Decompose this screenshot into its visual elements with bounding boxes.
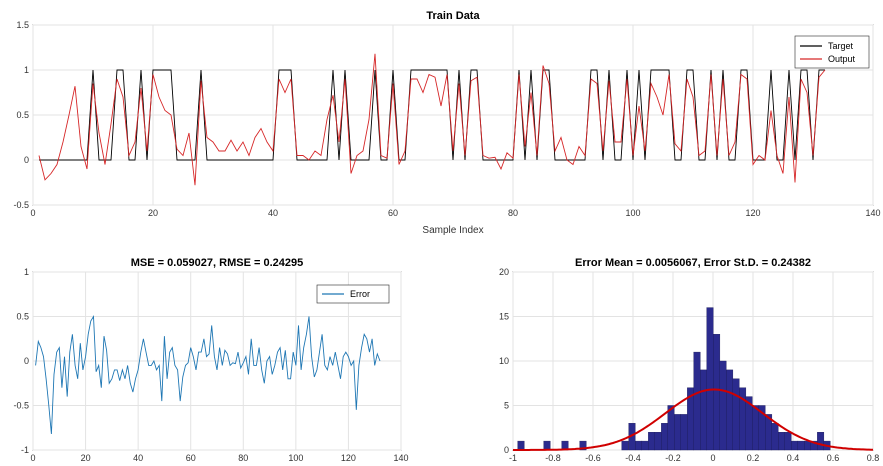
- histogram-bar: [778, 432, 786, 451]
- train-xtick-label: 80: [508, 208, 518, 218]
- legend-target-label: Target: [828, 41, 854, 51]
- error-xtick-label: 120: [341, 453, 356, 463]
- hist-xtick-label: -0.2: [665, 453, 681, 463]
- hist-ytick-label: 5: [504, 401, 509, 411]
- train-ytick-label: 1.5: [16, 20, 29, 30]
- legend-error-label: Error: [350, 289, 370, 299]
- error-xtick-label: 80: [238, 453, 248, 463]
- histogram-bar: [667, 405, 675, 451]
- train-xlabel: Sample Index: [422, 225, 483, 236]
- train-ytick-label: 0.5: [16, 110, 29, 120]
- histogram-bar: [621, 440, 629, 451]
- histogram-bar: [635, 440, 643, 451]
- histogram-bar: [661, 423, 669, 451]
- error-xtick-label: 40: [133, 453, 143, 463]
- hist-xtick-label: 0.4: [787, 453, 800, 463]
- train-xtick-label: 20: [148, 208, 158, 218]
- error-xtick-label: 140: [393, 453, 408, 463]
- histogram-bar: [752, 405, 760, 451]
- train-xtick-label: 40: [268, 208, 278, 218]
- histogram-bar: [641, 440, 649, 451]
- train-ytick-label: -0.5: [13, 200, 29, 210]
- train-ytick-label: 0: [24, 155, 29, 165]
- hist-ytick-label: 20: [499, 267, 509, 277]
- histogram-bar: [771, 423, 779, 451]
- legend-output-label: Output: [828, 54, 856, 64]
- histogram-bar: [726, 369, 734, 451]
- error-ytick-label: 0: [24, 356, 29, 366]
- hist-xtick-label: -1: [509, 453, 517, 463]
- hist-xtick-label: -0.4: [625, 453, 641, 463]
- histogram-bar: [797, 440, 805, 451]
- error-xtick-label: 100: [288, 453, 303, 463]
- error-xtick-label: 60: [186, 453, 196, 463]
- normal-fit-curve: [513, 388, 873, 451]
- hist-xtick-label: -0.6: [585, 453, 601, 463]
- error-xtick-label: 0: [30, 453, 35, 463]
- histogram-plot: -1 -0.8 -0.6 -0.4 -0.2 0 0.2 0.4 0.6 0.805101520 …: [499, 257, 879, 463]
- train-xtick-label: 140: [865, 208, 880, 218]
- histogram-bar: [579, 440, 587, 451]
- error-plot: 0 20 40 60 80 100 120 140 -1 -0.5 0 0.5 1 MSE = 0.05…: [13, 257, 408, 463]
- error-ytick-label: -0.5: [13, 401, 29, 411]
- train-title: Train Data: [426, 10, 480, 22]
- hist-xtick-label: 0.6: [827, 453, 840, 463]
- hist-ytick-label: 15: [499, 312, 509, 322]
- histogram-bar: [804, 440, 812, 451]
- histogram-bar: [817, 432, 825, 451]
- hist-ytick-label: 0: [504, 445, 509, 455]
- histogram-bar: [680, 414, 688, 451]
- error-xtick-label: 20: [81, 453, 91, 463]
- histogram-bar: [543, 440, 551, 451]
- series-target-line: [39, 69, 825, 161]
- histogram-bar: [700, 369, 708, 451]
- histogram-bar: [693, 351, 701, 451]
- hist-ytick-label: 10: [499, 356, 509, 366]
- error-ytick-label: 1: [24, 267, 29, 277]
- series-output-line: [38, 53, 826, 186]
- hist-xtick-label: 0.8: [867, 453, 880, 463]
- histogram-bar: [517, 440, 525, 451]
- histogram-bar: [784, 432, 792, 451]
- error-legend: Error: [316, 284, 390, 304]
- train-legend-box: [794, 35, 870, 69]
- hist-xtick-label: -0.8: [545, 453, 561, 463]
- error-legend-box: [316, 284, 390, 304]
- train-legend: Target Output: [794, 35, 870, 69]
- series-error-line: [35, 314, 381, 435]
- histogram-bar: [654, 432, 662, 451]
- histogram-bar: [791, 440, 799, 451]
- train-ytick-label: 1: [24, 65, 29, 75]
- train-xtick-label: 0: [30, 208, 35, 218]
- histogram-title: Error Mean = 0.0056067, Error St.D. = 0.…: [575, 257, 811, 269]
- train-xtick-label: 100: [625, 208, 640, 218]
- histogram-bar: [648, 432, 656, 451]
- histogram-bar: [719, 360, 727, 451]
- train-xtick-label: 60: [388, 208, 398, 218]
- hist-xtick-label: 0.2: [747, 453, 760, 463]
- error-ytick-label: 0.5: [16, 312, 29, 322]
- train-xtick-label: 120: [745, 208, 760, 218]
- histogram-bar: [674, 414, 682, 451]
- hist-xtick-label: 0: [710, 453, 715, 463]
- histogram-bar: [713, 334, 721, 451]
- error-ytick-label: -1: [21, 445, 29, 455]
- histogram-bar: [732, 378, 740, 451]
- error-title: MSE = 0.059027, RMSE = 0.24295: [131, 257, 303, 269]
- train-data-plot: 0 20 40 60 80 100 120 140-0.500.511.5 Train Dat…: [13, 10, 880, 236]
- histogram-bar: [706, 307, 714, 451]
